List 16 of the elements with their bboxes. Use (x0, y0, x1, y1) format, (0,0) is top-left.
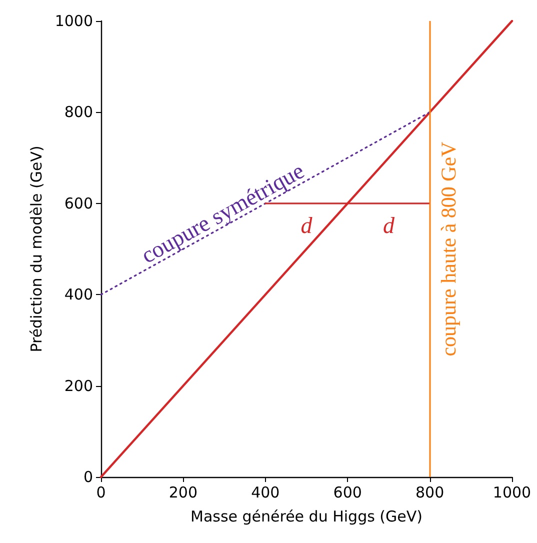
x-tick-label: 600 (333, 484, 362, 502)
ref-line-label: coupure haute à 800 GeV (436, 142, 460, 356)
y-tick-label: 800 (64, 103, 93, 122)
y-tick-label: 400 (64, 286, 93, 304)
y-tick-label: 0 (83, 468, 93, 486)
y-tick-label: 600 (64, 194, 93, 212)
x-tick-label: 400 (251, 484, 280, 502)
y-axis-title: Prédiction du modèle (GeV) (27, 146, 46, 352)
x-tick-label: 200 (168, 484, 198, 502)
annotation: d (382, 212, 395, 238)
x-tick-label: 1000 (492, 484, 532, 502)
x-tick-label: 0 (96, 484, 106, 502)
x-tick-label: 800 (415, 484, 444, 502)
y-tick-label: 1000 (54, 12, 93, 30)
y-tick-label: 200 (64, 376, 93, 395)
x-axis-title: Masse générée du Higgs (GeV) (190, 508, 422, 526)
